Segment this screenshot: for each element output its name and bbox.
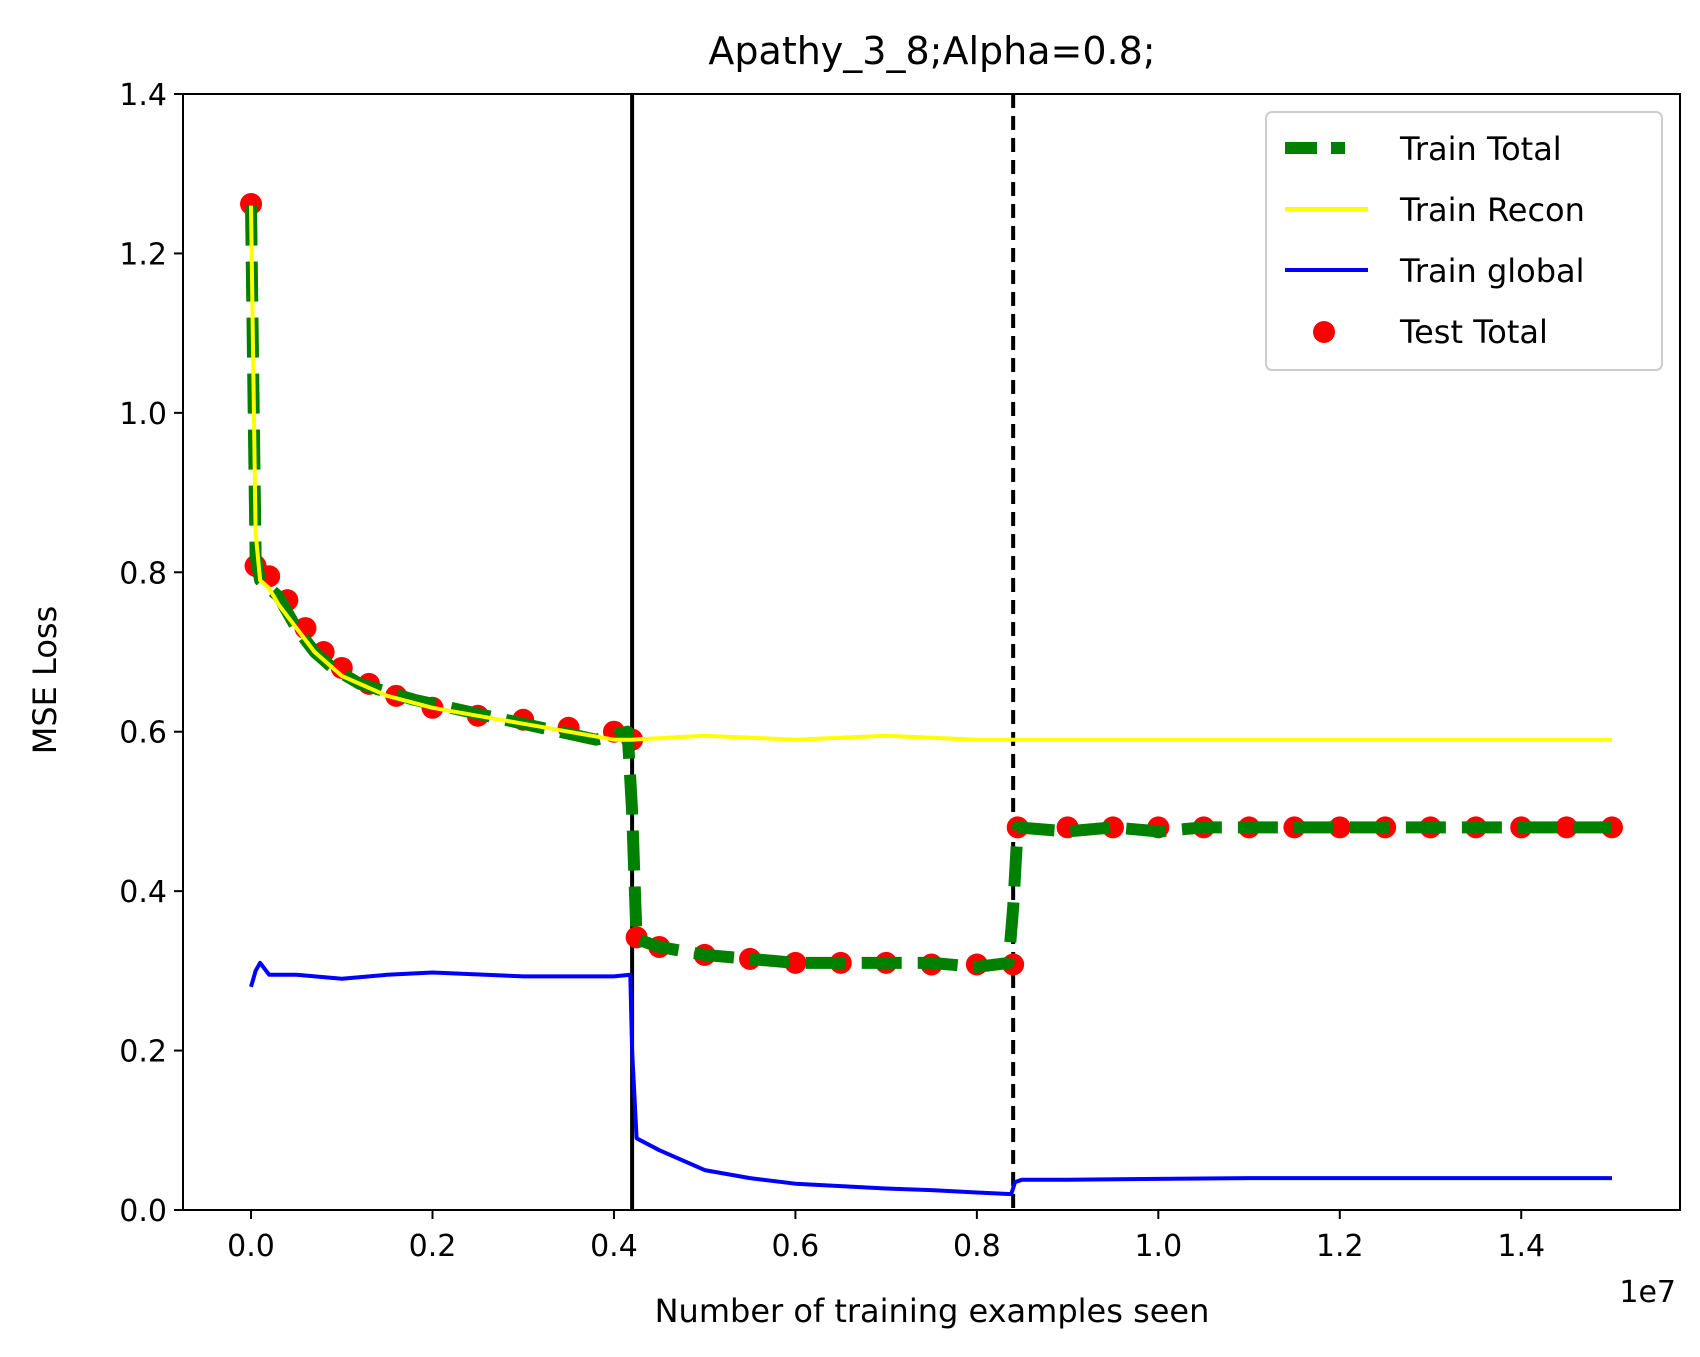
x-axis-offset-label: 1e7 <box>1619 1275 1676 1310</box>
x-tick-label: 1.2 <box>1316 1229 1364 1264</box>
y-tick-label: 0.4 <box>119 875 167 910</box>
test-total-point <box>1328 816 1351 839</box>
legend-label-train-global: Train global <box>1399 252 1585 290</box>
x-axis-label: Number of training examples seen <box>655 1292 1210 1330</box>
legend: Train Total Train Recon Train global Tes… <box>1265 111 1663 371</box>
y-axis-ticks: 0.0 0.2 0.4 0.6 0.8 1.0 1.2 1.4 <box>119 78 183 1229</box>
y-tick-label: 1.0 <box>119 397 167 432</box>
y-tick-label: 0.8 <box>119 556 167 591</box>
train-recon-line <box>249 205 1612 742</box>
legend-label-train-total: Train Total <box>1399 130 1562 168</box>
legend-label-test-total: Test Total <box>1399 313 1548 351</box>
test-total-point <box>1555 816 1578 839</box>
y-tick-label: 0.0 <box>119 1194 167 1229</box>
x-tick-label: 0.2 <box>409 1229 457 1264</box>
legend-swatch-test-total <box>1313 321 1335 343</box>
x-tick-label: 0.8 <box>953 1229 1001 1264</box>
x-tick-label: 0.6 <box>772 1229 820 1264</box>
y-tick-label: 0.2 <box>119 1035 167 1070</box>
x-tick-label: 0.4 <box>590 1229 638 1264</box>
y-axis-label: MSE Loss <box>26 606 64 755</box>
y-tick-label: 1.2 <box>119 237 167 272</box>
x-tick-label: 1.4 <box>1497 1229 1545 1264</box>
series-layer <box>240 193 1623 1197</box>
legend-label-train-recon: Train Recon <box>1399 191 1585 229</box>
x-tick-label: 1.0 <box>1134 1229 1182 1264</box>
y-tick-label: 0.6 <box>119 716 167 751</box>
y-tick-label: 1.4 <box>119 78 167 113</box>
train-global-line <box>249 960 1612 1197</box>
legend-frame <box>1265 111 1663 371</box>
chart-title: Apathy_3_8;Alpha=0.8; <box>708 29 1155 73</box>
x-tick-label: 0.0 <box>227 1229 275 1264</box>
x-axis-ticks: 0.0 0.2 0.4 0.6 0.8 1.0 1.2 1.4 <box>227 1210 1545 1264</box>
plot-area <box>240 94 1623 1210</box>
axes-frame <box>182 93 1681 1211</box>
